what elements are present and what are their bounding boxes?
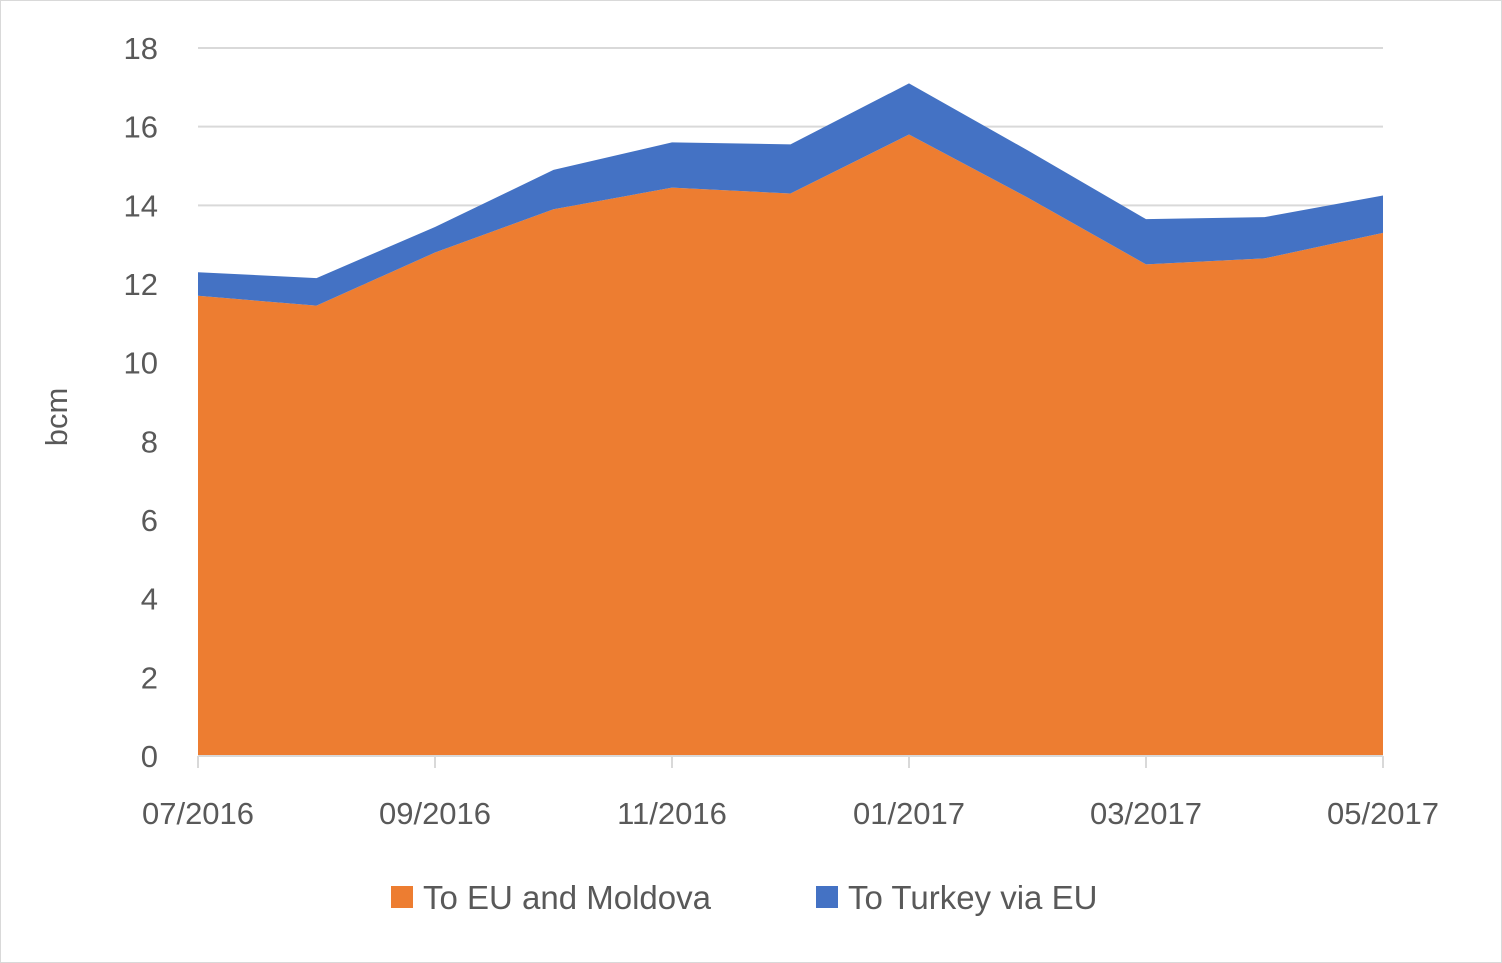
y-tick-label-14: 14 [124,188,158,223]
x-tick-label: 11/2016 [617,796,727,831]
x-axis-tick-labels: 07/2016 09/2016 11/2016 01/2017 03/2017 05/20… [142,796,1439,831]
x-tick-label: 05/2017 [1327,796,1439,831]
x-tick-label: 07/2016 [142,796,254,831]
legend-swatch-1 [391,886,413,908]
y-tick-label-12: 12 [124,267,158,302]
y-tick-label-0: 0 [141,739,158,774]
legend-label-2: To Turkey via EU [848,879,1097,916]
legend-label-1: To EU and Moldova [423,879,712,916]
area-series-2 [198,83,1383,306]
plot-areas [198,83,1383,757]
y-axis-tick-labels: 0 2 4 6 8 10 12 14 16 18 [124,31,158,774]
x-tick-label: 03/2017 [1090,796,1202,831]
legend-swatch-2 [816,886,838,908]
y-tick-label-10: 10 [124,346,158,381]
legend: To EU and Moldova To Turkey via EU [391,879,1097,916]
x-axis [197,755,1384,768]
y-tick-label-2: 2 [141,660,158,695]
y-axis-title: bcm [39,388,74,447]
y-tick-label-16: 16 [124,110,158,145]
y-tick-label-4: 4 [141,582,158,617]
y-tick-label-18: 18 [124,31,158,66]
x-tick-label: 01/2017 [853,796,965,831]
y-tick-label-6: 6 [141,503,158,538]
x-tick-label: 09/2016 [379,796,491,831]
y-tick-label-8: 8 [141,424,158,459]
area-series-1 [198,134,1383,757]
